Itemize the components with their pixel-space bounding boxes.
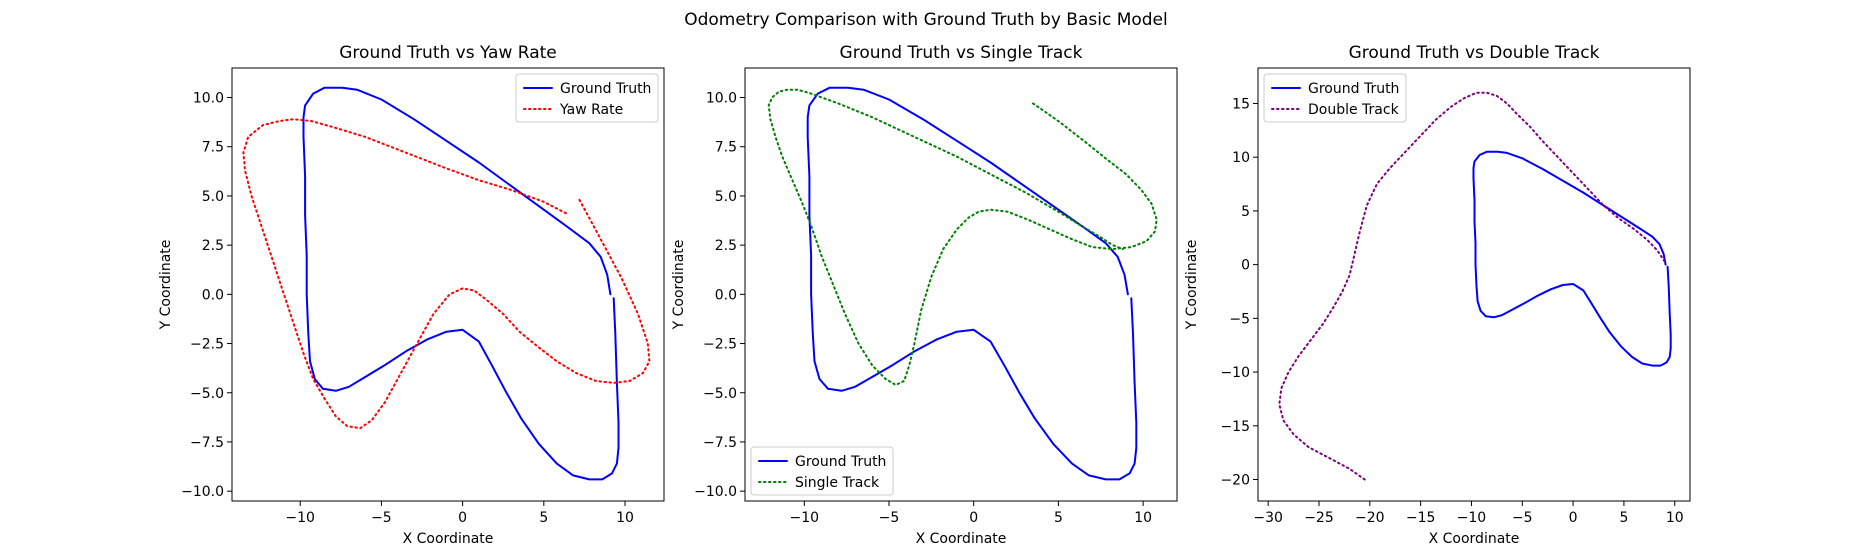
y-tick-label: 2.5 <box>715 238 737 254</box>
legend-label: Yaw Rate <box>559 102 623 118</box>
x-tick-label: −10 <box>1457 510 1487 526</box>
y-tick-label: −10 <box>1220 365 1250 381</box>
y-tick-label: −2.5 <box>703 337 737 353</box>
plot-area <box>1278 91 1672 481</box>
legend-label: Ground Truth <box>1308 81 1399 97</box>
y-tick-label: −7.5 <box>190 435 224 451</box>
legend-label: Ground Truth <box>795 454 886 470</box>
y-tick-label: 5.0 <box>202 189 224 205</box>
x-tick-label: 0 <box>969 510 978 526</box>
series-line-ground-truth <box>806 86 1138 481</box>
x-tick-label: −5 <box>879 510 900 526</box>
y-tick-label: 7.5 <box>202 140 224 156</box>
plot-area <box>767 86 1158 481</box>
y-tick-label: 5 <box>1241 204 1250 220</box>
legend-label: Ground Truth <box>560 81 651 97</box>
axes-frame <box>744 67 1178 502</box>
subplot-title: Ground Truth vs Yaw Rate <box>339 43 557 63</box>
y-tick-label: −5 <box>1229 311 1250 327</box>
x-tick-label: 5 <box>1054 510 1063 526</box>
series-line-double-track <box>1278 91 1666 481</box>
legend-box <box>750 446 894 496</box>
legend: Ground Truth Yaw Rate <box>515 73 659 123</box>
legend-label: Single Track <box>795 475 880 491</box>
y-tick-label: −5.0 <box>190 386 224 402</box>
series-line-ground-truth <box>302 86 620 481</box>
x-tick-label: −10 <box>285 510 315 526</box>
x-tick-label: −5 <box>371 510 392 526</box>
y-tick-label: 2.5 <box>202 238 224 254</box>
y-tick-label: 0.0 <box>202 287 224 303</box>
x-axis-label: X Coordinate <box>916 531 1007 547</box>
legend: Ground Truth Single Track <box>750 446 894 496</box>
y-tick-label: 15 <box>1232 96 1250 112</box>
x-tick-label: −15 <box>1406 510 1436 526</box>
series-line-ground-truth <box>1472 150 1672 367</box>
legend-box <box>515 73 659 123</box>
y-axis-label: Y Coordinate <box>1184 240 1200 331</box>
y-tick-label: −5.0 <box>703 386 737 402</box>
legend: Ground Truth Double Track <box>1263 73 1407 123</box>
x-tick-label: −25 <box>1304 510 1334 526</box>
y-tick-label: −7.5 <box>703 435 737 451</box>
y-tick-label: 10.0 <box>706 91 737 107</box>
y-axis-label: Y Coordinate <box>158 240 174 331</box>
y-tick-label: −15 <box>1220 419 1250 435</box>
y-axis-label: Y Coordinate <box>671 240 687 331</box>
axes-frame <box>231 67 665 502</box>
y-tick-label: 5.0 <box>715 189 737 205</box>
y-tick-label: −10.0 <box>181 484 224 500</box>
y-tick-label: −20 <box>1220 473 1250 489</box>
series-line-yaw-rate <box>242 118 651 430</box>
subplot-title: Ground Truth vs Single Track <box>840 43 1083 63</box>
y-tick-label: 10.0 <box>193 91 224 107</box>
subplot-title: Ground Truth vs Double Track <box>1349 43 1600 63</box>
y-tick-label: 10 <box>1232 150 1250 166</box>
y-tick-label: −2.5 <box>190 337 224 353</box>
plot-area <box>242 86 651 481</box>
x-tick-label: 0 <box>1569 510 1578 526</box>
axes-frame <box>1257 67 1691 502</box>
x-tick-label: −5 <box>1512 510 1533 526</box>
y-tick-label: 0.0 <box>715 287 737 303</box>
x-axis-label: X Coordinate <box>1429 531 1520 547</box>
figure-title: Odometry Comparison with Ground Truth by… <box>684 10 1168 30</box>
x-tick-label: 10 <box>1134 510 1152 526</box>
x-tick-label: 0 <box>458 510 467 526</box>
x-tick-label: 10 <box>616 510 634 526</box>
x-tick-label: 5 <box>1619 510 1628 526</box>
subplot-1: Ground Truth vs Yaw Rate −10 −5 0 5 10 −10.0 −7… <box>158 43 665 547</box>
legend-label: Double Track <box>1308 102 1400 118</box>
y-tick-label: 7.5 <box>715 140 737 156</box>
subplot-2: Ground Truth vs Single Track −10 −5 0 5 10 −10… <box>671 43 1178 547</box>
legend-box <box>1263 73 1407 123</box>
x-tick-label: 5 <box>539 510 548 526</box>
x-tick-label: −10 <box>790 510 820 526</box>
series-line-single-track <box>767 88 1158 386</box>
x-tick-label: −30 <box>1253 510 1283 526</box>
x-tick-label: 10 <box>1666 510 1684 526</box>
y-tick-label: −10.0 <box>694 484 737 500</box>
subplot-3: Ground Truth vs Double Track −30 −25 −20 −15… <box>1184 43 1691 547</box>
subplots: Ground Truth vs Yaw Rate −10 −5 0 5 10 −10.0 −7… <box>158 43 1691 547</box>
x-axis-label: X Coordinate <box>403 531 494 547</box>
x-tick-label: −20 <box>1355 510 1385 526</box>
y-tick-label: 0 <box>1241 258 1250 274</box>
